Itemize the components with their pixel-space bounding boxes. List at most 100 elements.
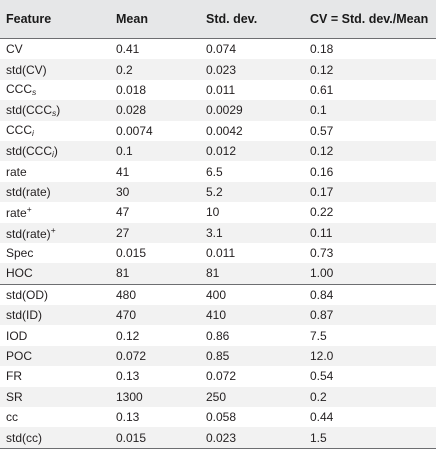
feature-cell: cc [0,407,110,427]
cv-cell: 7.5 [310,328,327,343]
feature-name: CV [6,42,23,57]
feature-name: POC [6,349,33,364]
mean-cell: 27 [116,225,130,240]
table-row: rate+ 47 10 0.22 [0,202,436,222]
mean-cell: 0.0074 [116,123,153,138]
feature-name: rate [6,206,27,221]
std-dev-cell: 0.0029 [206,103,243,118]
cv-cell: 0.87 [310,308,334,323]
mean-cell: 0.015 [116,246,147,261]
mean-cell: 0.13 [116,369,140,384]
feature-cell: POC [0,346,110,366]
mean-cell: 0.028 [116,103,147,118]
mean-cell: 0.072 [116,349,147,364]
feature-cell: std(CCCi) [0,141,110,161]
feature-name: std(rate) [6,226,51,241]
std-dev-cell: 0.012 [206,144,237,159]
mean-cell: 470 [116,308,137,323]
table-row: std(cc) 0.015 0.023 1.5 [0,427,436,449]
feature-name-tail: ) [53,143,58,158]
table-row: CCCi 0.0074 0.0042 0.57 [0,121,436,141]
mean-cell: 1300 [116,389,143,404]
feature-name: std(CCC [6,143,53,158]
std-dev-cell: 0.023 [206,62,237,77]
std-dev-cell: 0.0042 [206,123,243,138]
std-dev-cell: 0.011 [206,82,236,97]
std-dev-cell: 5.2 [206,184,223,199]
mean-cell: 0.2 [116,62,133,77]
cv-cell: 0.1 [310,103,327,118]
cv-cell: 0.12 [310,144,334,159]
feature-name: CCC [6,123,32,138]
cv-cell: 0.11 [310,225,333,240]
cv-cell: 12.0 [310,349,334,364]
feature-name: std(CV) [6,62,47,77]
feature-cell: rate+ [0,202,110,222]
std-dev-cell: 0.023 [200,427,304,449]
table-row: std(rate) 30 5.2 0.17 [0,181,436,203]
feature-name: SR [6,389,23,404]
feature-name: FR [6,369,22,384]
cv-cell: 0.54 [310,369,334,384]
feature-cell: std(CV) [0,59,110,79]
header-feature: Feature [0,0,110,39]
table-row: FR 0.13 0.072 0.54 [0,366,436,386]
table-row: rate 41 6.5 0.16 [0,161,436,181]
std-dev-cell: 0.058 [206,410,237,425]
mean-cell: 30 [116,184,130,199]
std-dev-cell: 81 [206,266,220,281]
cv-cell: 1.00 [310,266,334,281]
mean-cell: 0.41 [116,42,140,57]
std-dev-cell: 3.1 [206,225,223,240]
feature-cell: CCCi [0,121,110,141]
feature-name: Spec [6,246,34,261]
feature-cell: SR [0,387,110,407]
table-row: POC 0.072 0.85 12.0 [0,345,436,367]
feature-superscript: + [50,224,56,235]
feature-cell: std(cc) [0,427,110,449]
std-dev-cell: 0.072 [206,369,237,384]
table-row: std(CCCs) 0.028 0.0029 0.1 [0,100,436,121]
cv-cell: 0.57 [310,123,334,138]
feature-subscript: s [32,87,37,98]
feature-name: std(CCC [6,102,53,117]
mean-cell: 0.015 [110,427,200,449]
feature-name: std(rate) [6,184,51,199]
feature-name: HOC [6,266,33,281]
feature-cell: Spec [0,243,110,263]
feature-subscript: i [32,128,34,139]
std-dev-cell: 0.85 [206,349,230,364]
feature-cell: CCCs [0,80,110,100]
cv-cell: 0.61 [310,82,334,97]
mean-cell: 47 [116,205,130,220]
std-dev-cell: 10 [206,205,220,220]
std-dev-cell: 250 [206,389,227,404]
std-dev-cell: 0.074 [206,42,237,57]
std-dev-cell: 400 [200,283,304,306]
cv-cell: 0.17 [310,184,334,199]
table-row: CV 0.41 0.074 0.18 [0,39,436,60]
header-mean: Mean [110,0,200,39]
table-row: std(rate)+ 27 3.1 0.11 [0,222,436,243]
cv-cell: 0.44 [310,410,334,425]
table-row: CCCs 0.018 0.011 0.61 [0,80,436,100]
feature-cell: CV [0,39,110,60]
mean-cell: 81 [116,266,130,281]
mean-cell: 41 [116,164,130,179]
cv-cell: 0.12 [310,62,334,77]
mean-cell: 0.12 [116,328,140,343]
feature-name: CCC [6,82,32,97]
feature-name: std(ID) [6,308,42,323]
feature-cell: std(ID) [0,305,110,325]
mean-cell: 0.1 [116,144,133,159]
feature-superscript: + [26,204,32,215]
std-dev-cell: 0.86 [206,328,230,343]
feature-name: std(OD) [6,287,48,302]
feature-cell: rate [0,161,110,181]
feature-name: IOD [6,328,28,343]
cv-cell: 0.18 [310,42,334,57]
feature-cell: IOD [0,325,110,345]
table-row: std(OD) 480 400 0.84 [0,283,436,306]
